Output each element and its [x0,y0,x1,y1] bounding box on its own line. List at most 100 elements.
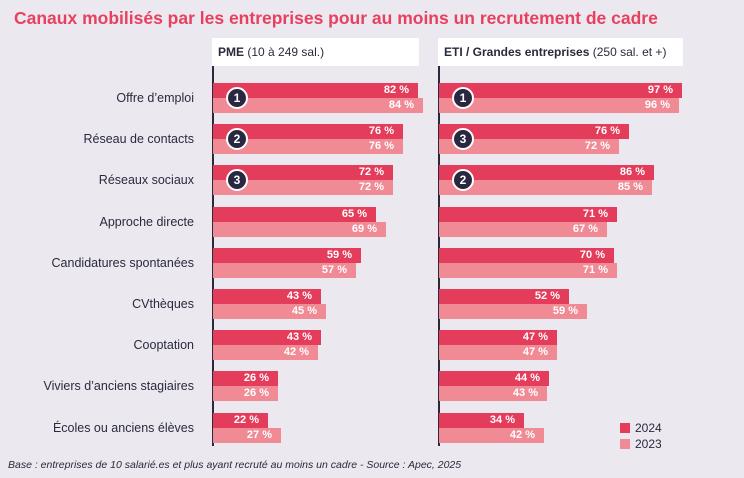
bar-pme-2024: 43 % [213,330,321,345]
legend-label-2023: 2023 [635,437,662,451]
bar-eti-2023: 43 % [439,386,547,401]
bar-pme-2024: 72 % [213,165,393,180]
bar-value-label: 43 % [286,331,312,343]
legend-item-2024: 2024 [620,420,662,436]
bar-value-label: 72 % [584,140,610,152]
bar-pme-2023: 26 % [213,386,278,401]
bar-eti-2023: 67 % [439,222,607,237]
bar-pme-2024: 59 % [213,248,361,263]
bar-value-label: 47 % [522,331,548,343]
bar-value-label: 76 % [368,125,394,137]
bar-value-label: 84 % [388,99,414,111]
bar-value-label: 76 % [594,125,620,137]
bar-eti-2024: 97 % [439,83,682,98]
bar-value-label: 52 % [534,290,560,302]
bar-value-label: 76 % [368,140,394,152]
bar-value-label: 27 % [246,429,272,441]
bar-eti-2023: 96 % [439,98,679,113]
bar-value-label: 44 % [514,372,540,384]
bar-pme-2023: 72 % [213,180,393,195]
bar-pme-2024: 43 % [213,289,321,304]
bar-value-label: 42 % [509,429,535,441]
bar-eti-2024: 70 % [439,248,614,263]
bar-pme-2024: 65 % [213,207,376,222]
chart-title: Canaux mobilisés par les entreprises pou… [14,8,658,28]
bar-value-label: 71 % [582,264,608,276]
bar-pme-2023: 42 % [213,345,318,360]
legend-item-2023: 2023 [620,436,662,452]
footnote: Base : entreprises de 10 salarié.es et p… [8,459,462,471]
legend-swatch-2024 [620,423,630,433]
category-label: Écoles ou anciens élèves [52,421,194,435]
bar-value-label: 42 % [283,346,309,358]
bar-value-label: 72 % [358,166,384,178]
bar-value-label: 69 % [351,223,377,235]
bar-value-label: 96 % [644,99,670,111]
rank-badge: 3 [452,128,474,150]
legend: 2024 2023 [620,420,662,452]
bar-value-label: 65 % [341,208,367,220]
bar-eti-2024: 76 % [439,124,629,139]
category-label: Cooptation [133,338,194,352]
category-label: CVthèques [132,297,194,311]
bar-value-label: 67 % [572,223,598,235]
rank-badge: 3 [226,169,248,191]
legend-swatch-2023 [620,439,630,449]
bar-eti-2023: 59 % [439,304,587,319]
bar-eti-2023: 47 % [439,345,557,360]
rank-badge: 2 [226,128,248,150]
bar-eti-2023: 71 % [439,263,617,278]
bar-value-label: 43 % [512,387,538,399]
bar-eti-2023: 72 % [439,139,619,154]
panel-header-eti: ETI / Grandes entreprises (250 sal. et +… [438,38,683,66]
bar-pme-2023: 76 % [213,139,403,154]
bar-value-label: 45 % [291,305,317,317]
panel-title-pme: PME [218,45,245,59]
bar-pme-2024: 82 % [213,83,418,98]
bar-pme-2023: 84 % [213,98,423,113]
category-label: Approche directe [99,215,194,229]
bar-eti-2024: 86 % [439,165,654,180]
bar-value-label: 59 % [552,305,578,317]
bar-value-label: 47 % [522,346,548,358]
bar-eti-2024: 71 % [439,207,617,222]
bar-eti-2024: 47 % [439,330,557,345]
category-label: Réseau de contacts [83,132,195,146]
panel-subtitle-pme: (10 à 249 sal.) [247,45,325,59]
bar-pme-2023: 27 % [213,428,281,443]
bar-value-label: 26 % [243,372,269,384]
bar-value-label: 72 % [358,181,384,193]
bar-pme-2024: 76 % [213,124,403,139]
legend-label-2024: 2024 [635,421,662,435]
bar-value-label: 85 % [617,181,643,193]
bar-value-label: 70 % [579,249,605,261]
panel-subtitle-eti: (250 sal. et +) [592,45,667,59]
bar-pme-2023: 57 % [213,263,356,278]
bar-value-label: 57 % [321,264,347,276]
rank-badge: 1 [226,87,248,109]
panel-header-pme: PME (10 à 249 sal.) [212,38,419,66]
bar-value-label: 43 % [286,290,312,302]
category-label: Candidatures spontanées [51,256,194,270]
bar-value-label: 86 % [619,166,645,178]
bar-eti-2024: 34 % [439,413,524,428]
bar-eti-2024: 52 % [439,289,569,304]
panel-title-eti: ETI / Grandes entreprises [444,45,590,59]
rank-badge: 2 [452,169,474,191]
bar-eti-2024: 44 % [439,371,549,386]
bar-value-label: 97 % [647,84,673,96]
bar-value-label: 34 % [489,414,515,426]
rank-badge: 1 [452,87,474,109]
bar-value-label: 71 % [582,208,608,220]
bar-pme-2023: 45 % [213,304,326,319]
category-label: Viviers d’anciens stagiaires [43,379,194,393]
bar-pme-2024: 26 % [213,371,278,386]
category-label: Offre d’emploi [116,91,194,105]
bar-eti-2023: 42 % [439,428,544,443]
bar-pme-2024: 22 % [213,413,268,428]
bar-eti-2023: 85 % [439,180,652,195]
category-label: Réseaux sociaux [98,173,194,187]
bar-pme-2023: 69 % [213,222,386,237]
bar-value-label: 82 % [383,84,409,96]
bar-value-label: 22 % [233,414,259,426]
